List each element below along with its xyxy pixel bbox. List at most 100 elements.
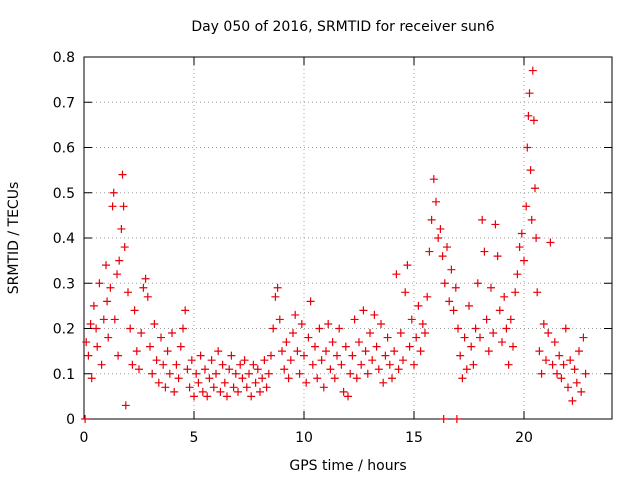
data-point (341, 342, 350, 351)
data-point (555, 351, 564, 360)
data-point (113, 270, 121, 279)
data-point (421, 329, 429, 338)
data-point (447, 265, 456, 274)
data-point (163, 347, 172, 356)
data-point (81, 415, 90, 423)
data-points (81, 66, 590, 423)
data-point (284, 374, 293, 383)
data-point (110, 315, 119, 324)
data-point (249, 360, 258, 369)
data-point (379, 378, 388, 387)
data-point (291, 310, 300, 319)
data-point (234, 387, 242, 396)
data-point (436, 224, 445, 233)
data-point (108, 202, 117, 211)
data-point (520, 256, 528, 265)
data-point (478, 215, 487, 224)
data-point (579, 333, 588, 342)
data-point (460, 333, 469, 342)
data-point (256, 387, 264, 396)
data-point (370, 310, 379, 319)
data-point (416, 347, 425, 356)
data-point (295, 369, 304, 378)
data-point (346, 369, 355, 378)
data-point (523, 143, 532, 152)
data-point (130, 306, 139, 315)
data-point (115, 256, 124, 265)
data-point (392, 270, 401, 279)
data-point (209, 383, 218, 392)
data-point (196, 351, 205, 360)
data-point (348, 351, 357, 360)
data-point (456, 351, 465, 360)
data-point (443, 243, 451, 252)
data-point (517, 229, 526, 238)
data-point (311, 342, 319, 351)
data-point (513, 270, 522, 279)
data-point (531, 184, 539, 193)
data-point (390, 347, 399, 356)
data-point (383, 333, 392, 342)
y-tick-label: 0.4 (53, 231, 75, 247)
data-point (87, 374, 96, 383)
data-point (260, 356, 269, 365)
data-point (366, 329, 374, 338)
data-point (581, 369, 590, 378)
data-point (174, 374, 183, 383)
y-tick-label: 0.2 (53, 322, 75, 338)
data-point (269, 324, 278, 333)
data-point (577, 387, 586, 396)
data-point (137, 329, 146, 338)
data-point (454, 324, 462, 333)
data-point (308, 360, 317, 369)
data-point (451, 283, 460, 292)
data-point (236, 360, 245, 369)
data-point (141, 274, 150, 283)
data-point (429, 175, 438, 184)
data-point (412, 333, 421, 342)
data-point (476, 333, 484, 342)
data-point (452, 415, 461, 423)
data-point (333, 351, 341, 360)
data-point (289, 329, 297, 338)
y-tick-label: 0.3 (53, 276, 75, 292)
gridlines (84, 57, 612, 419)
data-point (493, 252, 502, 261)
data-point (465, 301, 473, 310)
data-point (491, 220, 500, 229)
data-point (498, 338, 506, 347)
data-point (179, 324, 187, 333)
data-point (89, 301, 98, 310)
data-point (205, 374, 214, 383)
data-point (438, 252, 447, 261)
data-point (183, 365, 192, 374)
data-point (506, 315, 515, 324)
data-point (313, 374, 322, 383)
data-point (495, 306, 504, 315)
data-point (176, 342, 185, 351)
data-point (317, 356, 326, 365)
y-tick-label: 0.1 (53, 367, 75, 383)
data-point (120, 243, 129, 252)
y-axis-label: SRMTID / TECUs (6, 182, 22, 295)
data-point (487, 283, 495, 292)
data-point (286, 356, 295, 365)
data-point (172, 360, 181, 369)
data-point (114, 351, 123, 360)
data-point (93, 342, 102, 351)
data-point (469, 360, 478, 369)
y-tick-label: 0.8 (53, 50, 75, 66)
data-point (575, 347, 583, 356)
data-point (548, 360, 557, 369)
x-tick-label: 0 (80, 430, 89, 446)
data-point (352, 374, 361, 383)
data-point (214, 347, 223, 356)
data-point (165, 369, 174, 378)
data-point (201, 365, 209, 374)
data-point (302, 378, 311, 387)
data-point (109, 188, 118, 197)
axis-ticks: 0 0.1 0.2 0.3 0.4 0.5 0.6 0.7 0.8 0 5 10 15 20 (53, 50, 612, 446)
x-tick-label: 15 (405, 430, 423, 446)
data-point (363, 369, 372, 378)
data-point (381, 351, 390, 360)
